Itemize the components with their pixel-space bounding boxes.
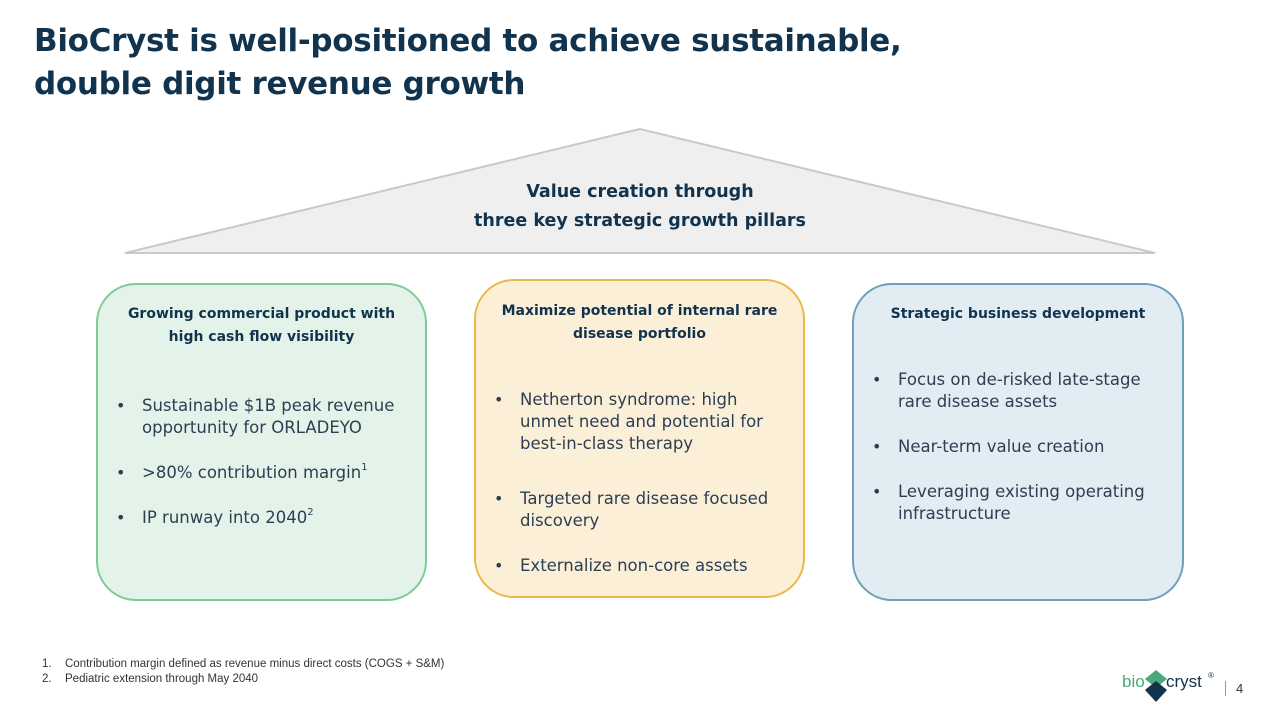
- footnote-number: 1.: [42, 658, 52, 670]
- pillar-heading-line-1: Maximize potential of internal rare: [501, 303, 778, 319]
- bullet-item: Sustainable $1B peak revenue opportunity…: [116, 395, 407, 439]
- title-line-1: BioCryst is well-positioned to achieve s…: [34, 23, 902, 59]
- logo-diamond-icon: [1145, 670, 1167, 702]
- pillar-bullet-list: Focus on de-risked late-stage rare disea…: [872, 369, 1164, 525]
- biocryst-logo: bio cryst ®: [1122, 669, 1222, 705]
- roof-caption: Value creation through three key strateg…: [390, 178, 890, 236]
- bullet-text: Targeted rare disease focused discovery: [520, 489, 769, 530]
- footnote-text: Pediatric extension through May 2040: [65, 673, 259, 685]
- pillar-internal-portfolio: Maximize potential of internal rare dise…: [474, 279, 805, 598]
- bullet-text: Externalize non-core assets: [520, 556, 748, 575]
- footnote-ref: 2: [307, 507, 314, 518]
- bullet-item: Targeted rare disease focused discovery: [494, 488, 785, 532]
- roof-caption-line-2: three key strategic growth pillars: [474, 211, 806, 231]
- bullet-text: >80% contribution margin: [142, 463, 362, 482]
- bullet-text: Sustainable $1B peak revenue opportunity…: [142, 396, 395, 437]
- bullet-text: IP runway into 2040: [142, 508, 308, 527]
- pillar-business-development: Strategic business development Focus on …: [852, 283, 1184, 601]
- bullet-text: Near-term value creation: [898, 437, 1105, 456]
- bullet-item: Netherton syndrome: high unmet need and …: [494, 389, 785, 455]
- page-number: 4: [1236, 681, 1244, 696]
- pillar-bullet-list: Netherton syndrome: high unmet need and …: [494, 389, 785, 577]
- bullet-item: >80% contribution margin1: [116, 462, 407, 484]
- title-line-2: double digit revenue growth: [34, 66, 526, 102]
- footnote-item: 1. Contribution margin defined as revenu…: [42, 657, 742, 672]
- roof-caption-line-1: Value creation through: [526, 182, 754, 202]
- footnote-text: Contribution margin defined as revenue m…: [65, 658, 445, 670]
- page-title: BioCryst is well-positioned to achieve s…: [34, 20, 1034, 106]
- bullet-item: Focus on de-risked late-stage rare disea…: [872, 369, 1164, 413]
- bullet-item: Near-term value creation: [872, 436, 1164, 458]
- footnote-number: 2.: [42, 673, 52, 685]
- bullet-item: IP runway into 20402: [116, 507, 407, 529]
- page-number-divider: [1225, 681, 1226, 696]
- pillar-heading: Maximize potential of internal rare dise…: [494, 300, 785, 346]
- pillar-heading-line-1: Growing commercial product with: [127, 306, 396, 322]
- bullet-item: Externalize non-core assets: [494, 555, 785, 577]
- pillar-heading: Growing commercial product with high cas…: [116, 303, 407, 349]
- bullet-text: Focus on de-risked late-stage rare disea…: [898, 370, 1141, 411]
- bullet-text: Netherton syndrome: high unmet need and …: [520, 390, 763, 453]
- footnotes: 1. Contribution margin defined as revenu…: [42, 657, 742, 687]
- footnote-ref: 1: [361, 462, 368, 473]
- pillar-bullet-list: Sustainable $1B peak revenue opportunity…: [116, 395, 407, 529]
- bullet-text: Leveraging existing operating infrastruc…: [898, 482, 1145, 523]
- pillar-heading-line-2: disease portfolio: [573, 326, 706, 342]
- pillar-heading: Strategic business development: [872, 303, 1164, 326]
- bullet-item: Leveraging existing operating infrastruc…: [872, 481, 1164, 525]
- footnote-item: 2. Pediatric extension through May 2040: [42, 672, 742, 687]
- pillar-heading-line-2: high cash flow visibility: [168, 329, 355, 345]
- pillar-commercial-product: Growing commercial product with high cas…: [96, 283, 427, 601]
- registered-mark: ®: [1208, 671, 1214, 680]
- logo-bio-text: bio: [1122, 672, 1145, 691]
- logo-cryst-text: cryst: [1166, 672, 1202, 691]
- pillar-heading-line-1: Strategic business development: [890, 306, 1146, 322]
